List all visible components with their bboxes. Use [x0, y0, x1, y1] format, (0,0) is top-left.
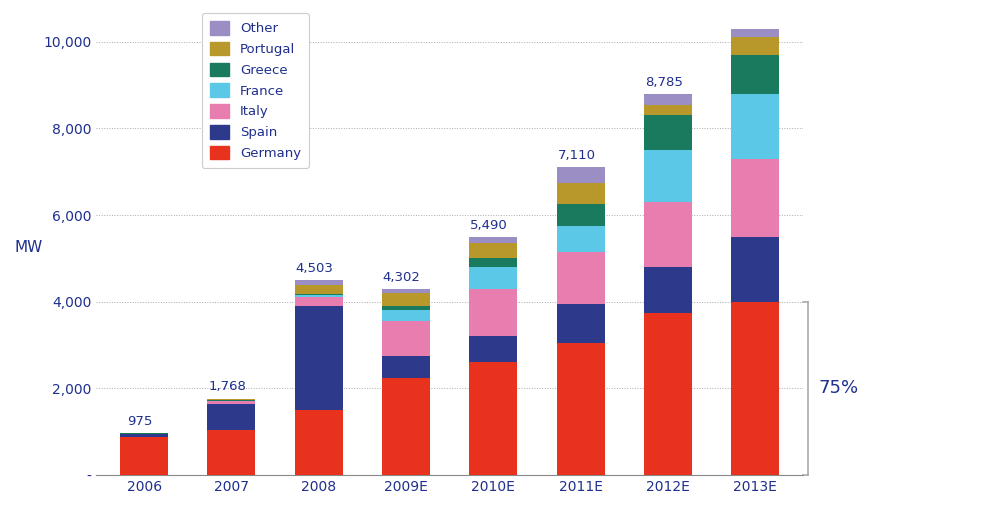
Bar [295, 306, 343, 410]
Bar [295, 285, 343, 294]
Text: 4,503: 4,503 [295, 262, 333, 275]
Bar [557, 183, 604, 204]
Bar [120, 437, 168, 475]
Bar [382, 321, 430, 356]
Text: 1,768: 1,768 [208, 380, 247, 393]
Bar [382, 306, 430, 310]
Bar [557, 226, 604, 252]
Bar [557, 167, 604, 183]
Bar [208, 404, 255, 430]
Bar [208, 401, 255, 402]
Bar [382, 293, 430, 306]
Bar [208, 430, 255, 475]
Bar [557, 304, 604, 343]
Text: 4,302: 4,302 [383, 270, 420, 284]
Bar [732, 38, 779, 55]
Bar [295, 410, 343, 475]
Bar [732, 55, 779, 94]
Bar [732, 302, 779, 475]
Bar [644, 116, 692, 150]
Bar [469, 289, 518, 336]
Text: 75%: 75% [818, 380, 859, 398]
Bar [208, 402, 255, 404]
Bar [644, 202, 692, 267]
Bar [557, 204, 604, 226]
Bar [644, 150, 692, 202]
Bar [469, 259, 518, 267]
Bar [382, 310, 430, 321]
Bar [644, 313, 692, 475]
Bar [382, 378, 430, 475]
Text: 8,785: 8,785 [645, 76, 683, 89]
Bar [469, 267, 518, 289]
Bar [469, 243, 518, 259]
Bar [295, 294, 343, 295]
Bar [469, 336, 518, 362]
Text: 5,490: 5,490 [470, 219, 508, 232]
Bar [469, 237, 518, 243]
Bar [557, 343, 604, 475]
Bar [382, 356, 430, 378]
Bar [732, 29, 779, 38]
Bar [644, 267, 692, 313]
Bar [295, 295, 343, 297]
Bar [295, 280, 343, 285]
Bar [644, 105, 692, 116]
Bar [120, 434, 168, 437]
Bar [732, 159, 779, 237]
Bar [732, 94, 779, 159]
Legend: Other, Portugal, Greece, France, Italy, Spain, Germany: Other, Portugal, Greece, France, Italy, … [202, 13, 309, 168]
Bar [295, 297, 343, 306]
Bar [208, 399, 255, 400]
Y-axis label: MW: MW [15, 240, 44, 255]
Bar [732, 237, 779, 302]
Bar [644, 95, 692, 105]
Text: 7,110: 7,110 [558, 149, 595, 162]
Bar [382, 289, 430, 293]
Bar [469, 362, 518, 475]
Text: 975: 975 [127, 415, 152, 428]
Bar [557, 252, 604, 304]
